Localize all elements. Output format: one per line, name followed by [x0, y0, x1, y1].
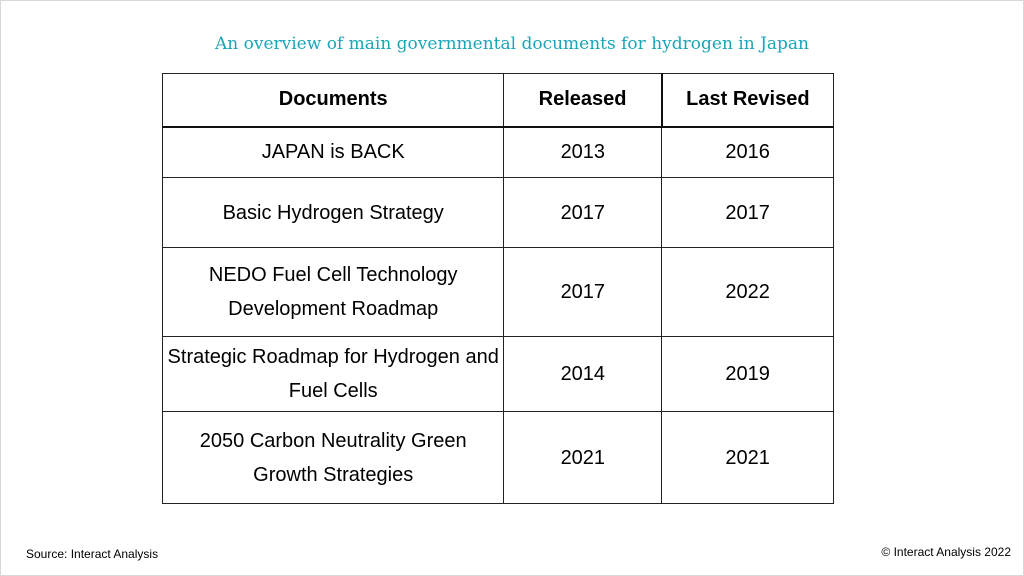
last-revised-cell: 2022 [661, 247, 834, 337]
released-cell: 2017 [503, 247, 663, 337]
released-cell: 2021 [503, 411, 663, 504]
table-row: 2050 Carbon Neutrality Green Growth Stra… [161, 411, 834, 504]
table-row: NEDO Fuel Cell Technology Development Ro… [161, 247, 834, 337]
header-released: Released [503, 73, 663, 128]
document-cell: Basic Hydrogen Strategy [161, 177, 505, 248]
last-revised-cell: 2021 [661, 411, 834, 504]
document-cell: Strategic Roadmap for Hydrogen and Fuel … [161, 336, 505, 412]
header-documents: Documents [161, 73, 505, 128]
last-revised-cell: 2016 [661, 126, 834, 178]
table-row: JAPAN is BACK 2013 2016 [161, 126, 834, 178]
documents-table: Documents Released Last Revised JAPAN is… [161, 73, 834, 504]
table-row: Basic Hydrogen Strategy 2017 2017 [161, 177, 834, 248]
document-cell: NEDO Fuel Cell Technology Development Ro… [161, 247, 505, 337]
copyright-note: © Interact Analysis 2022 [881, 545, 1011, 559]
page-title: An overview of main governmental documen… [214, 34, 809, 54]
table-header-row: Documents Released Last Revised [161, 73, 834, 128]
document-cell: 2050 Carbon Neutrality Green Growth Stra… [161, 411, 505, 504]
header-last-revised: Last Revised [661, 73, 834, 128]
table-row: Strategic Roadmap for Hydrogen and Fuel … [161, 336, 834, 412]
released-cell: 2017 [503, 177, 663, 248]
last-revised-cell: 2019 [661, 336, 834, 412]
released-cell: 2013 [503, 126, 663, 178]
last-revised-cell: 2017 [661, 177, 834, 248]
document-cell: JAPAN is BACK [161, 126, 505, 178]
source-note: Source: Interact Analysis [26, 547, 159, 561]
released-cell: 2014 [503, 336, 663, 412]
